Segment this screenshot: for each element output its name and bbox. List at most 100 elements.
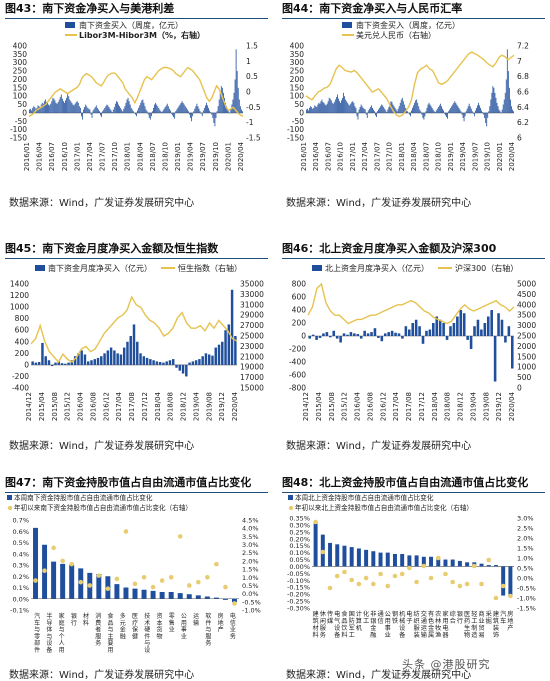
bar [371,551,375,566]
bar [97,108,98,113]
bar [201,356,203,365]
bar [133,589,138,599]
bar [446,113,447,117]
x-tick-char: 服 [320,625,326,632]
bar [450,108,451,113]
x-tick-char: 输 [193,619,199,627]
chart-fig43: 南下资金买入（周度，亿元）Libor3M-Hibor3M（%，右轴）400350… [5,20,268,192]
bar [59,100,60,113]
bar [381,105,382,113]
x-tick-char: 备 [399,631,406,639]
bar [123,109,124,113]
bar [209,110,210,113]
bar [308,110,309,113]
scatter-point [349,578,354,583]
bar [139,105,140,113]
bar [207,105,208,113]
bar [377,336,380,338]
bar [147,111,148,113]
bar [189,113,190,115]
x-tick-char: 用 [108,647,114,654]
x-tick-char: 行 [457,617,463,625]
x-tick-char: 输 [421,631,428,639]
figure-title: 图48：北上资金持股市值占自由流通市值占比变化 [282,474,545,493]
bar [415,100,416,113]
bar [459,310,462,336]
x-tick-label: 2016/01 [300,142,308,171]
bar [376,113,377,117]
bar [176,110,177,113]
x-tick-char: 信 [230,619,236,627]
x-tick-label: 2016/12 [379,392,387,421]
figure-47: 图47：南下资金持股市值占自由流通市值占比变化 本周南下资金持股市值占自由流通市… [5,474,268,680]
bar [332,331,335,336]
bar [174,113,175,119]
bar [426,111,427,113]
x-tick-label: 2018/08 [167,392,175,421]
bar [370,332,373,336]
y2-tick-label: 6.2 [517,118,529,127]
bar [350,104,351,113]
x-tick-char: 事 [385,624,391,632]
bar [480,330,483,337]
y-tick-label: -150 [10,134,27,143]
bar [69,565,74,599]
bar [388,107,389,113]
x-tick-label: 2017/10 [386,142,394,171]
bar [333,104,334,113]
bar [338,99,339,113]
x-tick-char: 消 [95,612,101,620]
bar [215,113,216,126]
x-tick-char: 化 [363,610,369,618]
bar [512,110,513,113]
bar [73,105,74,113]
bar [61,95,62,113]
legend-label-line: 沪深300（右轴） [455,263,518,273]
bar [379,108,380,113]
bar [78,103,79,113]
bar [440,104,441,113]
bar [193,111,194,113]
y2-tick-label: -1.5 [246,134,261,143]
x-tick-char: 药 [464,617,470,625]
bar [485,113,486,123]
x-tick-char: 设 [399,624,405,632]
x-tick-char: 业 [230,626,236,634]
bar [455,103,456,113]
bar [35,363,37,365]
bar [368,110,369,113]
x-tick-label: 2020/04 [508,141,516,171]
bar [99,111,100,113]
bar [66,98,67,113]
x-tick-char: 运 [193,612,199,620]
x-tick-char: 电 [442,624,448,632]
bar [311,107,312,113]
bar [382,105,383,113]
bar [317,105,318,113]
bar [453,323,456,336]
bar [230,110,231,113]
y2-tick-label: 0.5% [242,582,259,590]
x-tick-char: 融 [120,632,126,640]
bar [151,591,156,599]
y2-tick-label: 3500 [517,311,536,320]
bar [321,101,322,113]
y2-tick-label: 1.0% [242,574,259,582]
x-tick-label: 2019/01 [447,142,455,171]
bar [242,111,243,113]
bar [434,111,435,113]
bar [500,111,501,113]
scatter-point [151,585,156,590]
bar [365,110,366,113]
bar [50,104,51,113]
bar [309,108,310,113]
bar [410,113,411,116]
x-tick-label: 2020/04 [237,141,245,171]
bar [409,113,410,115]
bar [435,112,436,113]
bar [100,113,101,116]
bar [67,363,69,365]
x-tick-char: 设 [46,639,52,647]
bar [374,328,377,336]
bar [347,103,348,113]
